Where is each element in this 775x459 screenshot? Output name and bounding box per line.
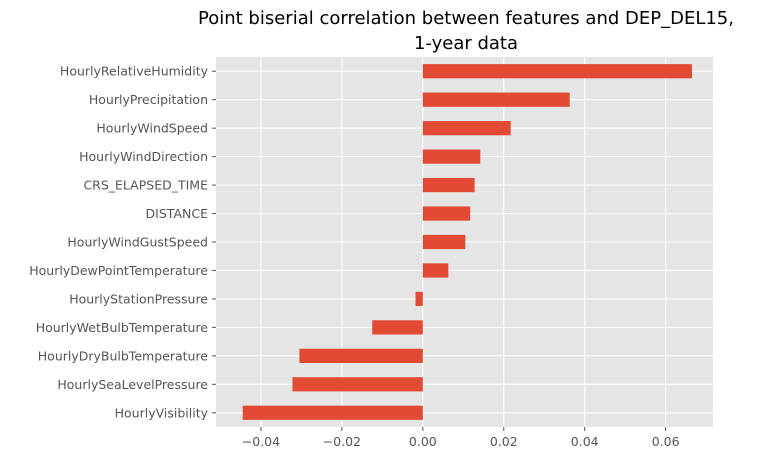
chart-title-line-2: 1-year data [414,33,518,54]
y-tick-label: HourlyDryBulbTemperature [38,348,209,363]
bar [422,121,511,136]
bar [422,234,466,250]
bar [422,177,475,193]
y-tick-label: HourlyWindGustSpeed [67,235,208,250]
bar [242,405,423,420]
bar [422,92,570,107]
bar [422,206,471,221]
y-tick-label: HourlyRelativeHumidity [60,64,209,79]
x-tick-labels: −0.04 −0.02 0.00 0.02 0.04 0.06 [242,427,680,449]
chart-title-line-1: Point biserial correlation between featu… [198,8,734,29]
y-tick-label: HourlyWindDirection [79,149,208,164]
x-tick-label: 0.02 [490,434,518,449]
y-tick-label: DISTANCE [146,206,209,221]
bar [299,348,423,363]
bar [292,377,423,392]
y-tick-label: HourlyDewPointTemperature [29,263,208,278]
bar [422,263,449,278]
y-tick-label: HourlyPrecipitation [89,92,208,107]
bar [422,64,692,79]
y-tick-label: CRS_ELAPSED_TIME [83,178,208,193]
y-tick-label: HourlyWetBulbTemperature [36,320,209,335]
y-tick-label: HourlyWindSpeed [96,121,208,136]
bar [422,149,481,164]
y-tick-label: HourlyStationPressure [69,291,208,306]
y-tick-label: HourlyVisibility [115,405,209,420]
bars [242,64,692,420]
x-tick-label: −0.04 [242,434,280,449]
x-tick-label: 0.06 [652,434,680,449]
y-tick-labels: HourlyRelativeHumidity HourlyPrecipitatio… [29,64,216,420]
y-tick-label: HourlySeaLevelPressure [57,377,208,392]
bar [372,320,423,335]
x-tick-label: −0.02 [323,434,361,449]
bar [415,291,423,307]
x-tick-label: 0.00 [409,434,437,449]
x-tick-label: 0.04 [571,434,599,449]
